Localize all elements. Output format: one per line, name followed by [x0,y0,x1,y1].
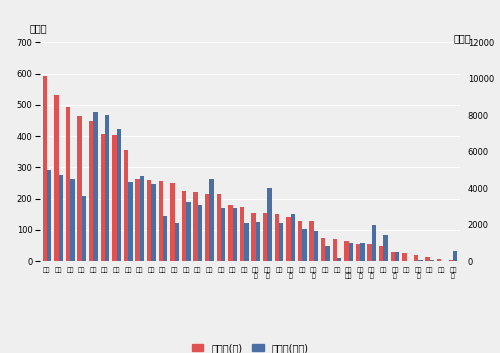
Bar [221,208,226,261]
Bar [152,184,156,261]
Bar [136,179,140,261]
Bar [210,179,214,261]
Bar [314,231,318,261]
Bar [216,194,221,261]
Bar [163,216,168,261]
Bar [286,217,290,261]
Bar [70,179,74,261]
Bar [337,258,342,261]
Y-axis label: 投资额: 投资额 [454,34,471,44]
Bar [182,191,186,261]
Bar [430,260,434,261]
Bar [54,95,58,261]
Bar [228,205,232,261]
Y-axis label: 项目数: 项目数 [29,24,46,34]
Bar [124,150,128,261]
Bar [82,196,86,261]
Bar [42,76,47,261]
Bar [390,252,395,261]
Bar [256,222,260,261]
Bar [395,252,400,261]
Bar [302,229,306,261]
Bar [279,223,283,261]
Bar [128,182,132,261]
Bar [116,129,121,261]
Bar [356,244,360,261]
Bar [194,192,198,261]
Bar [58,175,63,261]
Bar [437,259,442,261]
Bar [368,244,372,261]
Bar [310,221,314,261]
Bar [402,253,406,261]
Bar [147,180,152,261]
Bar [198,205,202,261]
Bar [360,243,364,261]
Bar [205,194,210,261]
Bar [268,188,272,261]
Bar [94,112,98,261]
Bar [379,246,384,261]
Bar [274,214,279,261]
Bar [100,134,105,261]
Bar [263,213,268,261]
Bar [186,202,190,261]
Bar [418,260,422,261]
Bar [453,251,458,261]
Bar [140,176,144,261]
Bar [174,223,179,261]
Bar [66,107,70,261]
Bar [348,243,353,261]
Legend: 项目数(个), 总投资(亿元): 项目数(个), 总投资(亿元) [188,339,312,353]
Bar [252,213,256,261]
Bar [232,208,237,261]
Bar [344,241,348,261]
Bar [105,115,110,261]
Bar [372,225,376,261]
Bar [448,260,453,261]
Bar [384,235,388,261]
Bar [426,257,430,261]
Bar [112,134,116,261]
Bar [414,255,418,261]
Bar [78,116,82,261]
Bar [89,120,94,261]
Bar [158,181,163,261]
Bar [47,170,52,261]
Bar [321,238,326,261]
Bar [170,183,174,261]
Bar [298,221,302,261]
Bar [332,239,337,261]
Bar [290,214,295,261]
Bar [326,246,330,261]
Bar [244,223,248,261]
Bar [240,207,244,261]
